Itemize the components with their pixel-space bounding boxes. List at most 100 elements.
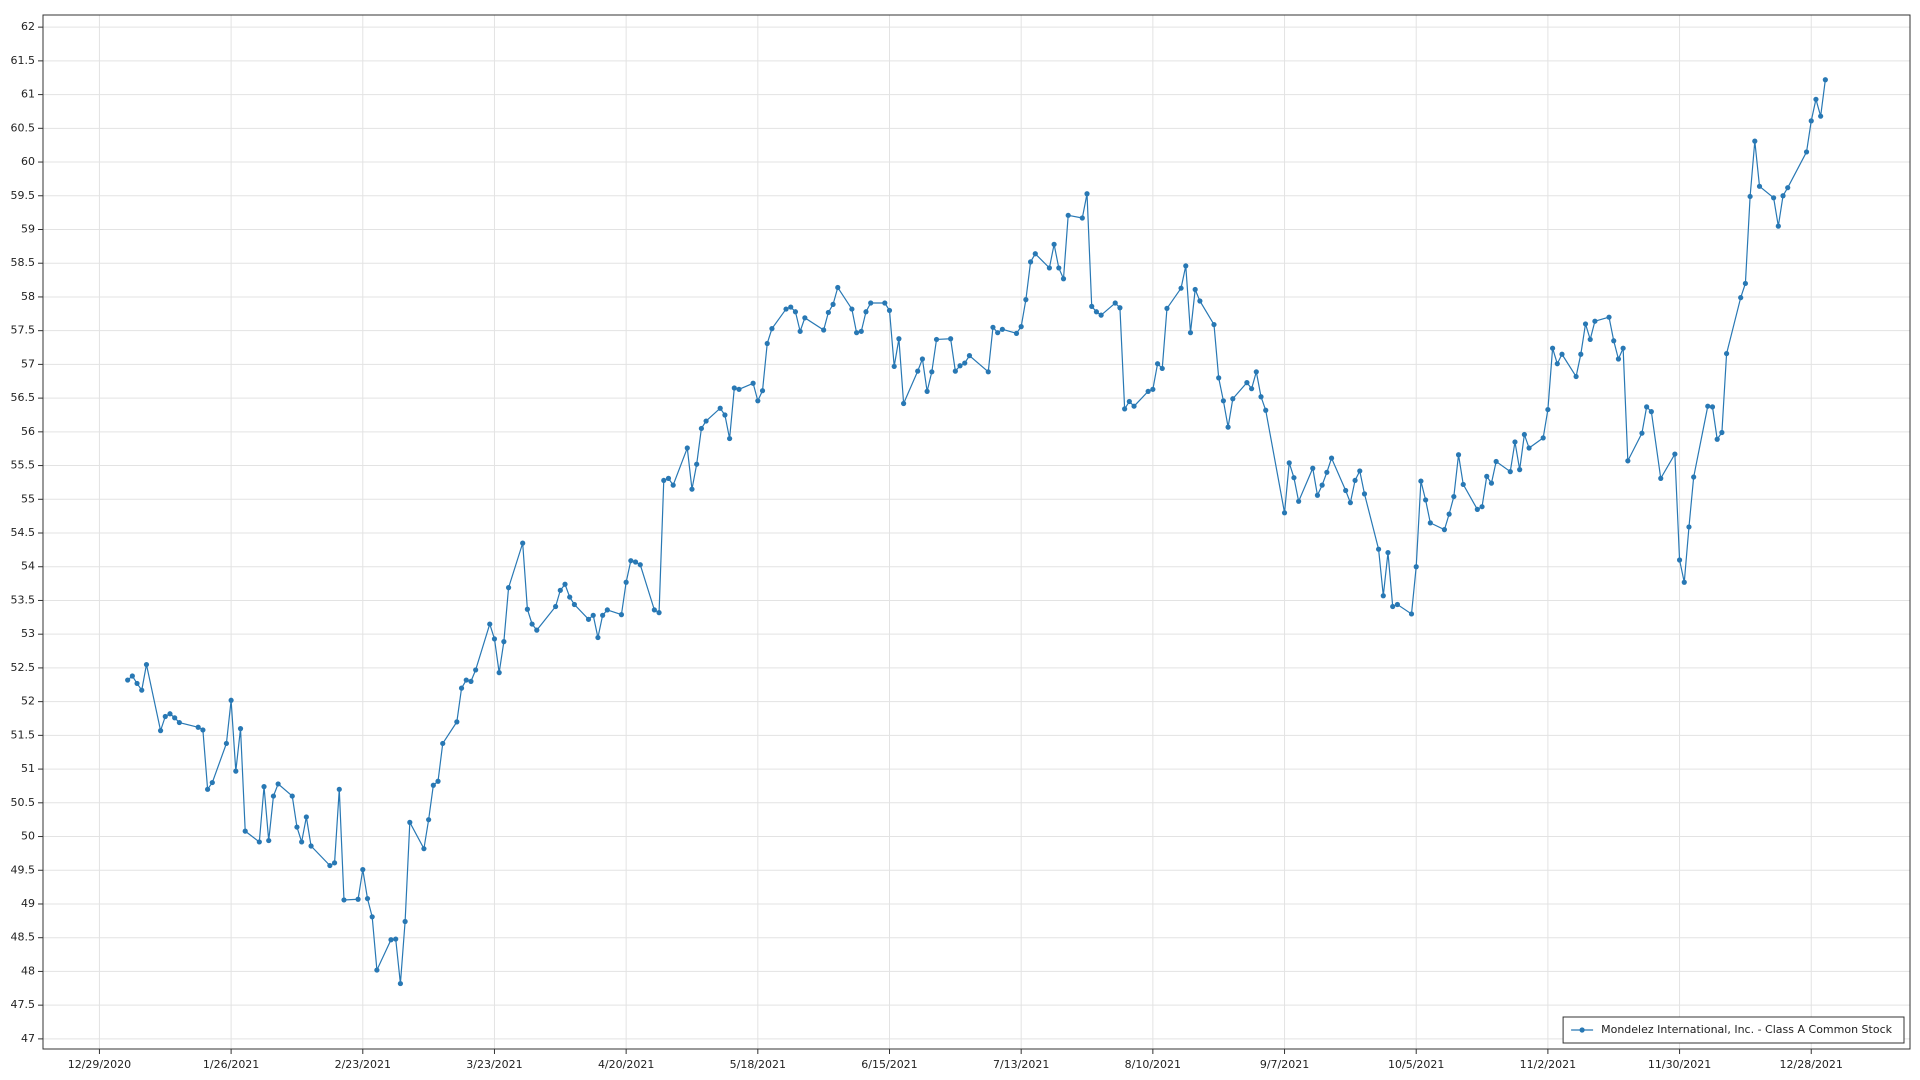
data-point [1324, 469, 1330, 475]
data-point [261, 784, 267, 790]
data-point [1051, 241, 1057, 247]
data-point [995, 330, 1001, 336]
data-point [684, 445, 690, 451]
data-point [769, 326, 775, 332]
data-point [308, 843, 314, 849]
data-point [1032, 251, 1038, 257]
data-point [665, 475, 672, 481]
data-point [1281, 510, 1288, 516]
data-point [1446, 511, 1452, 517]
data-point [924, 388, 930, 394]
data-point [689, 486, 695, 492]
data-point [1343, 487, 1349, 494]
data-point [520, 540, 526, 546]
data-point [632, 559, 639, 565]
data-point [868, 300, 874, 306]
data-point [473, 667, 479, 673]
data-point [915, 368, 921, 374]
y-tick-label: 53.5 [11, 593, 36, 606]
data-point [143, 661, 150, 668]
data-point [962, 360, 968, 366]
data-point [1423, 497, 1429, 503]
data-point [1089, 303, 1095, 309]
data-point [1639, 430, 1645, 436]
data-point [1780, 193, 1786, 199]
data-point [698, 425, 704, 432]
data-point [1521, 431, 1527, 438]
data-point [1357, 468, 1363, 474]
data-point [830, 301, 836, 307]
data-point [1418, 478, 1424, 484]
data-point [1775, 223, 1781, 229]
data-point [1211, 321, 1217, 328]
data-point [1427, 520, 1433, 526]
y-tick-label: 54 [21, 560, 35, 573]
x-tick-label: 3/23/2021 [466, 1058, 522, 1071]
data-point [901, 400, 907, 407]
data-point [1460, 481, 1466, 488]
y-tick-label: 51.5 [11, 728, 36, 741]
data-point [1723, 350, 1730, 357]
data-point [388, 937, 394, 943]
data-point [1310, 465, 1316, 471]
data-point [1592, 318, 1598, 324]
data-point [1093, 309, 1100, 315]
data-point [1681, 579, 1687, 585]
y-tick-label: 61 [21, 88, 35, 101]
data-point [1352, 477, 1358, 484]
data-point [802, 315, 808, 321]
data-point [821, 327, 827, 333]
y-tick-label: 61.5 [11, 54, 36, 67]
y-tick-label: 52.5 [11, 661, 36, 674]
y-tick-label: 49 [21, 897, 35, 910]
data-point [1131, 403, 1137, 409]
data-point [162, 713, 168, 720]
data-point [1752, 138, 1758, 144]
data-point [661, 477, 667, 484]
data-point [355, 896, 361, 902]
data-point [228, 697, 234, 703]
data-point [1394, 601, 1400, 608]
data-point [571, 601, 578, 608]
data-point [792, 309, 799, 315]
data-point [590, 612, 596, 618]
data-point [1154, 361, 1161, 367]
y-tick-label: 58.5 [11, 256, 36, 269]
data-point [896, 336, 902, 342]
data-point [1582, 321, 1589, 327]
data-point [882, 300, 888, 306]
x-tick-label: 5/18/2021 [730, 1058, 786, 1071]
data-point [1018, 324, 1024, 330]
data-point [595, 634, 601, 641]
data-point [1408, 611, 1415, 617]
data-point [1493, 458, 1499, 465]
x-tick-label: 9/7/2021 [1260, 1058, 1309, 1071]
data-point [1573, 373, 1579, 380]
data-point [1554, 361, 1560, 367]
data-point [1013, 330, 1020, 336]
data-point [237, 726, 244, 732]
data-point [505, 585, 512, 591]
data-point [167, 711, 173, 717]
data-point [1027, 259, 1034, 265]
data-point [256, 839, 262, 845]
data-point [1098, 312, 1104, 318]
data-point [1159, 365, 1165, 372]
data-point [764, 340, 770, 347]
data-point [562, 581, 568, 587]
data-point [990, 324, 996, 330]
data-point [1150, 386, 1156, 392]
data-point [1079, 215, 1085, 221]
data-point [750, 380, 756, 386]
data-point [703, 418, 709, 424]
data-point [727, 435, 733, 442]
y-tick-label: 57.5 [11, 324, 36, 337]
data-point [1084, 191, 1090, 197]
data-point [1611, 338, 1617, 344]
data-point [618, 612, 625, 618]
y-tick-label: 58 [21, 290, 35, 303]
x-tick-label: 11/30/2021 [1648, 1058, 1711, 1071]
data-point [1220, 398, 1226, 404]
data-point [1328, 455, 1335, 461]
